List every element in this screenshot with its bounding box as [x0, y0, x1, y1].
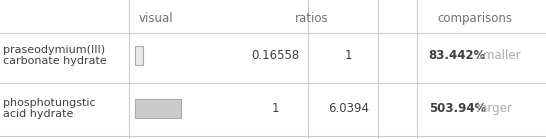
- FancyBboxPatch shape: [135, 99, 181, 118]
- Text: 6.0394: 6.0394: [328, 102, 369, 115]
- Text: comparisons: comparisons: [437, 12, 513, 25]
- Text: visual: visual: [138, 12, 173, 25]
- Text: 0.16558: 0.16558: [252, 49, 300, 62]
- Text: 1: 1: [345, 49, 352, 62]
- Text: phosphotungstic
acid hydrate: phosphotungstic acid hydrate: [3, 98, 96, 119]
- Text: 83.442%: 83.442%: [429, 49, 486, 62]
- FancyBboxPatch shape: [135, 46, 143, 65]
- Text: smaller: smaller: [473, 49, 520, 62]
- Text: praseodymium(III)
carbonate hydrate: praseodymium(III) carbonate hydrate: [3, 45, 106, 66]
- Text: ratios: ratios: [295, 12, 329, 25]
- Text: 1: 1: [272, 102, 280, 115]
- Text: 503.94%: 503.94%: [429, 102, 486, 115]
- Text: larger: larger: [473, 102, 512, 115]
